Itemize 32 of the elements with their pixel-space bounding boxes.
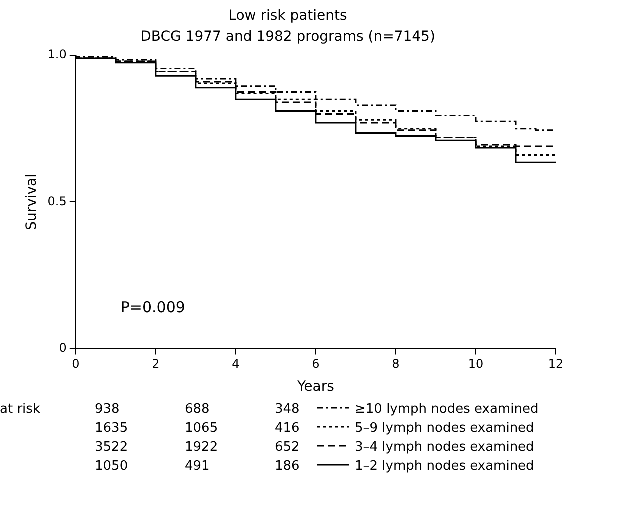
text: at risk [0, 401, 42, 419]
annotation: P=0.009 [120, 298, 186, 317]
x-tick-label: 12 [548, 357, 564, 372]
legend-label: 1–2 lymph nodes examined [354, 458, 536, 476]
legend-label: 5–9 lymph nodes examined [354, 420, 536, 438]
x-tick-label: 6 [312, 357, 320, 372]
x-tick-label: 0 [72, 357, 80, 372]
legend-label: ≥10 lymph nodes examined [354, 401, 539, 419]
chart-subtitle: DBCG 1977 and 1982 programs (n=7145) [140, 28, 436, 45]
text: 1050 [95, 458, 130, 476]
y-tick-label: 0 [59, 340, 67, 355]
y-axis-title: Survival [24, 174, 40, 230]
text: 688 [185, 401, 211, 419]
x-tick-label: 2 [152, 357, 160, 372]
x-tick-label: 10 [468, 357, 484, 372]
text: 1635 [95, 420, 130, 438]
y-tick-label: 1.0 [48, 48, 67, 62]
chart-title: Low risk patients [228, 8, 348, 24]
text: 3522 [95, 439, 130, 457]
text: 348 [275, 401, 301, 419]
y-tick-label: 0.5 [48, 194, 67, 208]
x-tick-label: 8 [392, 357, 400, 372]
text: 1065 [185, 420, 220, 438]
text: 652 [275, 439, 301, 457]
text: 1922 [185, 439, 220, 457]
text: 186 [275, 458, 301, 476]
text: 938 [95, 401, 121, 419]
legend-label: 3–4 lymph nodes examined [354, 439, 536, 457]
text: 491 [185, 458, 211, 476]
text: 416 [275, 420, 301, 438]
x-axis-title: Years [296, 379, 334, 396]
x-tick-label: 4 [232, 357, 240, 372]
